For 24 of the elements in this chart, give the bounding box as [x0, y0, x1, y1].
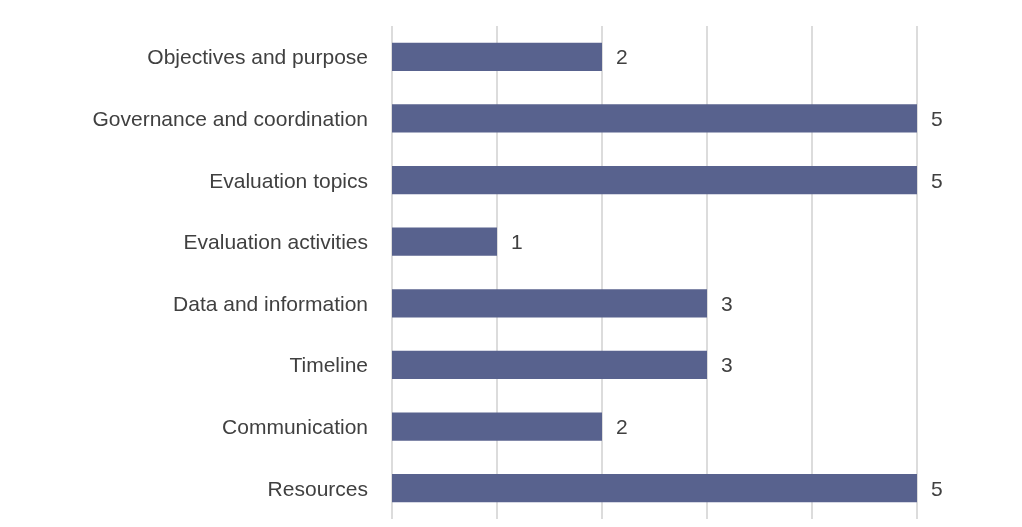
data-label: 2	[616, 45, 628, 69]
y-tick-label: Data and information	[173, 291, 368, 315]
y-tick-label: Evaluation activities	[183, 230, 368, 254]
data-label: 1	[511, 230, 523, 254]
bar	[392, 289, 707, 318]
y-tick-label: Communication	[222, 415, 368, 439]
data-label: 5	[931, 168, 943, 192]
y-tick-label: Governance and coordination	[92, 106, 368, 130]
data-label: 3	[721, 353, 733, 377]
bar	[392, 412, 602, 441]
bar	[392, 165, 917, 195]
y-tick-label: Objectives and purpose	[147, 45, 368, 69]
data-label: 5	[931, 106, 943, 130]
y-tick-label: Evaluation topics	[209, 168, 368, 192]
bar	[392, 104, 917, 133]
bar	[392, 350, 707, 380]
y-tick-label: Resources	[267, 476, 368, 500]
data-label: 3	[721, 291, 733, 315]
y-tick-label: Timeline	[289, 353, 368, 377]
bar	[392, 42, 602, 71]
data-label: 5	[931, 476, 943, 500]
bar	[392, 474, 917, 503]
bar	[392, 227, 497, 256]
data-label: 2	[616, 415, 628, 439]
